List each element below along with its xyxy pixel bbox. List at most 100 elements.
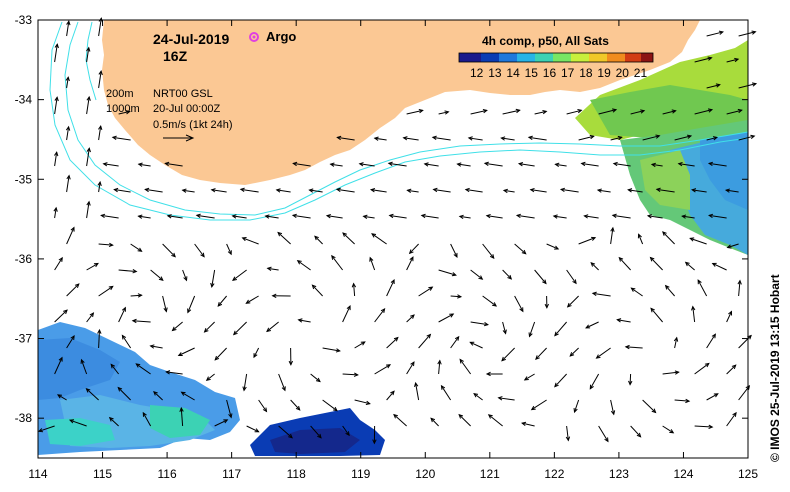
current-arrow [278, 373, 286, 392]
x-tick-label: 116 [158, 467, 177, 481]
current-arrow [431, 135, 451, 141]
current-arrow [86, 46, 91, 63]
current-arrow [406, 188, 419, 193]
current-arrow [637, 233, 644, 245]
current-arrow [464, 187, 483, 193]
current-arrow [65, 125, 71, 141]
current-arrow [502, 321, 507, 335]
current-arrow [137, 214, 151, 219]
current-arrow [335, 187, 355, 193]
colorbar-title: 4h comp, p50, All Sats [482, 34, 609, 48]
y-tick-label: -35 [15, 172, 33, 186]
current-arrow [738, 82, 758, 89]
current-arrow [467, 136, 483, 141]
current-arrow [501, 347, 515, 362]
current-arrow [502, 108, 521, 115]
current-arrow [373, 136, 387, 141]
current-arrow [707, 161, 727, 167]
y-tick-label: -38 [15, 411, 33, 425]
current-arrow [322, 347, 341, 353]
x-tick-label: 123 [609, 467, 629, 481]
current-arrow [358, 162, 375, 167]
current-arrow [726, 57, 740, 63]
current-arrow [362, 214, 375, 220]
colorbar-tick-label: 15 [524, 66, 538, 80]
current-arrow [86, 200, 91, 219]
current-arrow [618, 256, 631, 271]
current-arrow [677, 161, 695, 167]
current-arrow [245, 295, 259, 304]
current-arrow [521, 421, 535, 427]
current-arrow [554, 373, 567, 388]
current-arrow [616, 318, 631, 323]
current-arrow [194, 243, 205, 258]
current-arrow [232, 321, 247, 336]
colorbar-tick-label: 17 [561, 66, 575, 80]
current-arrow [440, 384, 452, 401]
current-arrow [205, 373, 215, 381]
current-arrow [65, 76, 70, 89]
current-arrow [554, 321, 567, 337]
current-arrow [706, 83, 721, 89]
current-arrow [459, 358, 472, 375]
current-arrow [85, 387, 99, 401]
current-arrow [485, 371, 503, 377]
current-arrow [110, 363, 120, 375]
current-arrow [54, 151, 59, 167]
current-arrow [388, 213, 407, 219]
current-arrow [726, 310, 733, 323]
current-arrow [386, 336, 399, 349]
current-arrow [171, 321, 183, 332]
current-arrow [628, 373, 633, 386]
current-arrow [100, 213, 119, 219]
current-arrow [150, 269, 164, 281]
current-arrow [329, 162, 343, 167]
colorbar [458, 52, 654, 63]
current-arrow [264, 214, 279, 219]
current-arrow [177, 347, 195, 357]
current-vectors [37, 17, 758, 445]
current-arrow [580, 161, 599, 167]
y-tick-label: -34 [15, 93, 33, 107]
current-arrow [514, 243, 527, 255]
current-arrow [595, 347, 611, 359]
map-hour: 16Z [163, 48, 188, 64]
current-arrow [566, 269, 577, 285]
current-arrow [226, 399, 233, 419]
current-arrow [502, 269, 513, 280]
current-arrow [98, 124, 103, 141]
current-arrow [706, 30, 724, 37]
current-arrow [406, 314, 415, 323]
current-arrow [578, 236, 597, 245]
current-arrow [691, 188, 707, 193]
current-arrow [242, 373, 248, 392]
current-arrow [214, 347, 227, 361]
current-arrow [402, 136, 419, 141]
colorbar-tick-label: 20 [615, 66, 629, 80]
current-arrow [598, 425, 609, 443]
axis-tick-labels: 114 115 116 117 118 119 120 121 122 123 124 125 -33 -… [15, 13, 759, 481]
current-arrow [86, 95, 91, 115]
current-arrow [423, 162, 439, 167]
current-arrow [569, 347, 579, 357]
current-arrow [546, 243, 560, 250]
current-arrow [98, 242, 114, 248]
current-arrow [470, 108, 488, 115]
x-tick-label: 115 [93, 467, 112, 481]
current-arrow [559, 187, 579, 193]
colorbar-tick-label: 19 [597, 66, 611, 80]
current-arrow [694, 362, 710, 375]
current-arrow [130, 243, 143, 252]
current-arrow [239, 187, 259, 193]
colorbar-tick-label: 16 [542, 66, 557, 80]
current-arrow [153, 390, 163, 401]
current-arrow [662, 231, 675, 245]
current-arrow [144, 187, 163, 193]
current-arrow [371, 233, 387, 245]
current-arrow [342, 372, 359, 377]
current-arrow [554, 162, 567, 167]
y-tick-label: -33 [15, 13, 33, 27]
current-arrow [500, 136, 515, 141]
current-arrow [738, 30, 757, 37]
current-arrow [80, 358, 88, 375]
